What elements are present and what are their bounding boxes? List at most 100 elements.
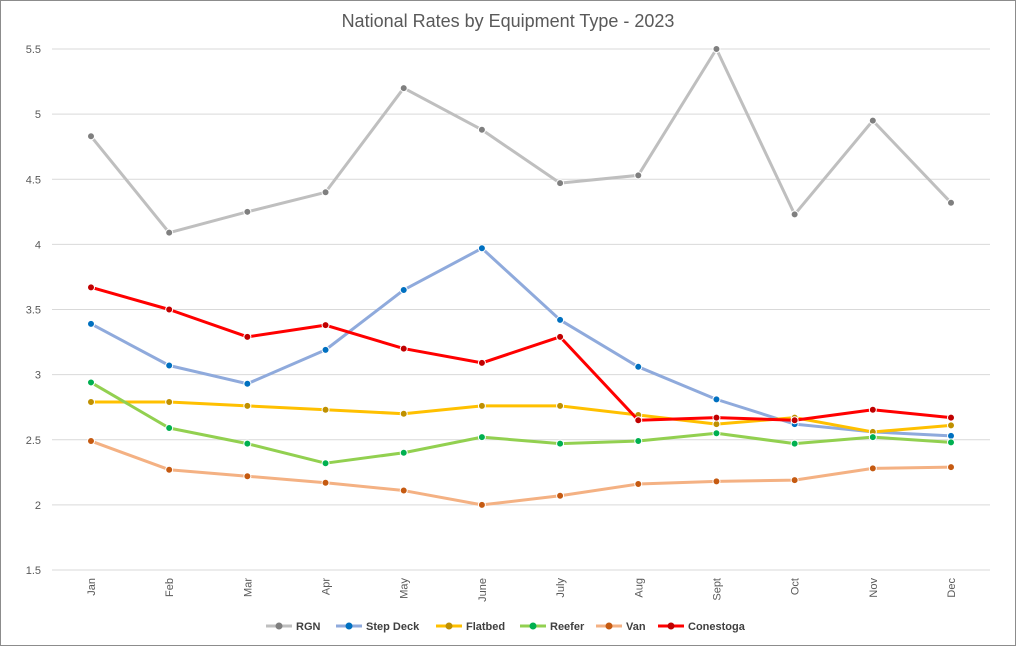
data-point-conestoga bbox=[556, 332, 565, 341]
legend-swatch-marker bbox=[345, 622, 353, 630]
chart-title: National Rates by Equipment Type - 2023 bbox=[341, 11, 675, 31]
data-point-conestoga bbox=[947, 413, 955, 422]
legend-swatch-marker bbox=[275, 622, 283, 630]
x-tick-label: July bbox=[555, 578, 567, 598]
data-point-conestoga bbox=[321, 321, 330, 330]
y-tick-label: 1.5 bbox=[26, 565, 41, 577]
x-tick-label: Dec bbox=[946, 578, 958, 598]
y-tick-label: 4.5 bbox=[26, 174, 41, 186]
x-axis-labels: Jan Feb Mar Apr May June July Aug Sept Oct Nov Dec bbox=[86, 578, 958, 602]
x-tick-label: Apr bbox=[321, 578, 333, 595]
legend-label: Reefer bbox=[550, 621, 585, 633]
data-point-step-deck bbox=[87, 319, 95, 328]
data-point-reefer bbox=[634, 437, 643, 446]
legend-item-van: Van bbox=[596, 621, 646, 633]
data-point-van bbox=[556, 491, 565, 500]
data-point-van bbox=[243, 472, 252, 481]
series-lines bbox=[87, 45, 955, 509]
data-point-flatbed bbox=[243, 401, 252, 410]
legend-item-reefer: Reefer bbox=[520, 621, 585, 633]
data-point-flatbed bbox=[712, 420, 721, 429]
x-tick-label: Mar bbox=[242, 578, 254, 597]
data-point-rgn bbox=[556, 179, 565, 188]
data-point-van bbox=[321, 478, 330, 487]
data-point-step-deck bbox=[243, 379, 252, 388]
data-point-van bbox=[712, 477, 721, 486]
series-line-flatbed bbox=[89, 400, 953, 434]
data-point-conestoga bbox=[165, 305, 174, 314]
legend-swatch-marker bbox=[605, 622, 613, 630]
data-point-rgn bbox=[321, 188, 330, 197]
data-point-rgn bbox=[477, 125, 486, 134]
data-point-step-deck bbox=[634, 362, 643, 371]
x-tick-label: June bbox=[477, 578, 489, 602]
legend-label: Flatbed bbox=[466, 621, 505, 633]
data-point-reefer bbox=[243, 439, 252, 448]
series-line-step-deck bbox=[89, 246, 953, 438]
data-point-reefer bbox=[947, 438, 955, 447]
data-point-rgn bbox=[790, 210, 799, 219]
series-line-van bbox=[89, 439, 953, 507]
data-point-rgn bbox=[634, 171, 643, 180]
data-point-conestoga bbox=[243, 332, 252, 341]
y-tick-label: 3 bbox=[35, 370, 41, 382]
data-point-step-deck bbox=[399, 285, 408, 294]
data-point-rgn bbox=[87, 132, 95, 141]
y-tick-label: 2 bbox=[35, 500, 41, 512]
data-point-reefer bbox=[165, 424, 174, 433]
data-point-flatbed bbox=[87, 397, 95, 406]
legend-label: Step Deck bbox=[366, 621, 420, 633]
x-tick-label: Oct bbox=[790, 578, 802, 595]
data-point-step-deck bbox=[165, 361, 174, 370]
data-point-reefer bbox=[712, 429, 721, 438]
data-point-rgn bbox=[165, 228, 174, 237]
legend-item-step-deck: Step Deck bbox=[336, 621, 420, 633]
data-point-van bbox=[634, 480, 643, 489]
data-point-van bbox=[477, 500, 486, 509]
data-point-step-deck bbox=[321, 345, 330, 354]
legend-item-conestoga: Conestoga bbox=[658, 621, 746, 633]
y-tick-label: 2.5 bbox=[26, 435, 41, 447]
data-point-van bbox=[399, 486, 408, 495]
legend-item-flatbed: Flatbed bbox=[436, 621, 505, 633]
legend-swatch-marker bbox=[529, 622, 537, 630]
data-point-reefer bbox=[556, 439, 565, 448]
data-point-flatbed bbox=[399, 409, 408, 418]
data-point-van bbox=[868, 464, 877, 473]
data-point-flatbed bbox=[321, 405, 330, 414]
series-line-reefer bbox=[89, 380, 953, 465]
data-point-conestoga bbox=[87, 283, 95, 292]
data-point-flatbed bbox=[947, 421, 955, 430]
data-point-rgn bbox=[243, 207, 252, 216]
y-tick-label: 5.5 bbox=[26, 44, 41, 56]
data-point-rgn bbox=[712, 45, 721, 53]
data-point-flatbed bbox=[556, 401, 565, 410]
x-tick-label: Feb bbox=[164, 578, 176, 597]
data-point-van bbox=[87, 437, 95, 446]
legend-item-rgn: RGN bbox=[266, 621, 321, 633]
data-point-conestoga bbox=[790, 416, 799, 425]
data-point-reefer bbox=[399, 448, 408, 457]
data-point-rgn bbox=[868, 116, 877, 125]
data-point-rgn bbox=[947, 198, 955, 207]
data-point-rgn bbox=[399, 84, 408, 93]
y-tick-label: 3.5 bbox=[26, 305, 41, 317]
legend-swatch-marker bbox=[445, 622, 453, 630]
data-point-conestoga bbox=[477, 358, 486, 367]
data-point-conestoga bbox=[868, 405, 877, 414]
data-point-reefer bbox=[321, 459, 330, 468]
data-point-reefer bbox=[477, 433, 486, 442]
data-point-step-deck bbox=[477, 244, 486, 253]
legend-swatch-marker bbox=[667, 622, 675, 630]
x-tick-label: Jan bbox=[86, 578, 98, 596]
gridlines bbox=[52, 48, 990, 571]
legend-label: RGN bbox=[296, 621, 321, 633]
data-point-van bbox=[790, 476, 799, 485]
x-tick-label: Nov bbox=[868, 578, 880, 598]
data-point-reefer bbox=[790, 439, 799, 448]
legend: RGN Step Deck Flatbed Reefer Van Conestoga bbox=[266, 621, 746, 633]
series-line-conestoga bbox=[89, 285, 953, 422]
data-point-conestoga bbox=[399, 344, 408, 353]
